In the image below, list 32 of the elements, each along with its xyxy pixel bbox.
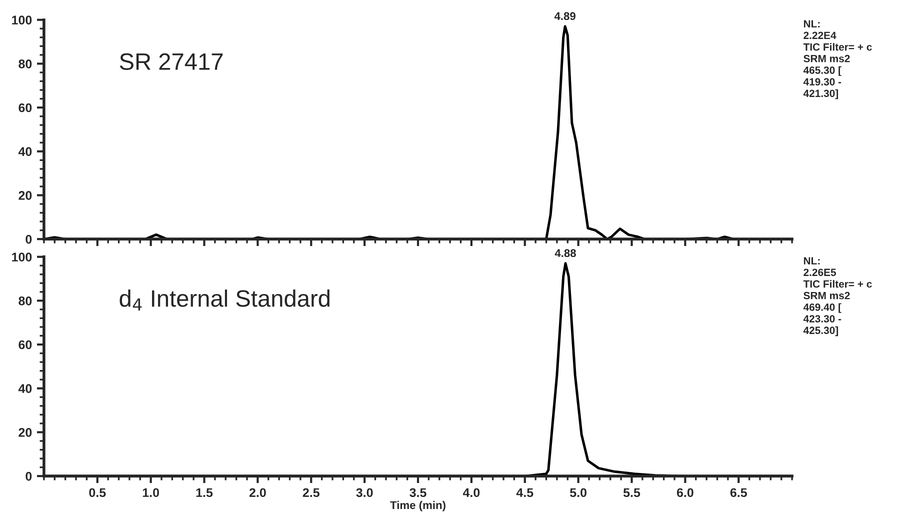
- x-tick-label: 5.5: [623, 488, 640, 498]
- x-tick-label: 6.5: [730, 488, 747, 498]
- y-tick-label: 40: [18, 147, 32, 156]
- x-tick-label: 2.5: [302, 488, 320, 498]
- text: NL: 2.26E5 TIC Filter= + c SRM ms2 469.40 [ 423.30 - 425.30]: [803, 257, 872, 336]
- annotation: SR 27417: [120, 53, 223, 70]
- y-tick-label: 60: [18, 103, 32, 112]
- x-tick-label: 4.5: [516, 488, 534, 498]
- x-tick-label: 2.0: [249, 488, 266, 498]
- y-tick-label: 0: [26, 472, 32, 481]
- y-tick-label: 80: [18, 59, 32, 68]
- x-tick-label: 5.0: [570, 488, 586, 498]
- annotation: 4.88: [554, 249, 576, 258]
- y-tick-label: 100: [12, 252, 32, 262]
- x-tick-label: 0.5: [89, 488, 106, 498]
- y-tick-label: 40: [18, 384, 32, 394]
- annotation: 4.89: [554, 12, 576, 20]
- text: NL: 2.22E4 TIC Filter= + c SRM ms2 465.30 [ 419.30 - 421.30]: [803, 20, 872, 100]
- x-tick-label: 6.0: [676, 488, 694, 498]
- x-tick-label: 3.5: [410, 488, 426, 498]
- y-tick-label: 100: [12, 16, 32, 24]
- x-axis-title: Time (min): [390, 500, 446, 512]
- y-tick-label: 0: [26, 234, 32, 244]
- annotation: d$_{4}$ Internal Standard: [120, 290, 330, 311]
- y-tick-label: 20: [18, 191, 32, 200]
- x-tick-label: 3.0: [356, 488, 373, 498]
- x-tick-label: 4.0: [462, 488, 480, 498]
- x-tick-label: 1.0: [142, 488, 159, 498]
- y-tick-label: 20: [18, 428, 32, 437]
- x-tick-label: 1.5: [196, 488, 213, 498]
- y-tick-label: 60: [18, 340, 32, 350]
- y-tick-label: 80: [18, 296, 32, 306]
